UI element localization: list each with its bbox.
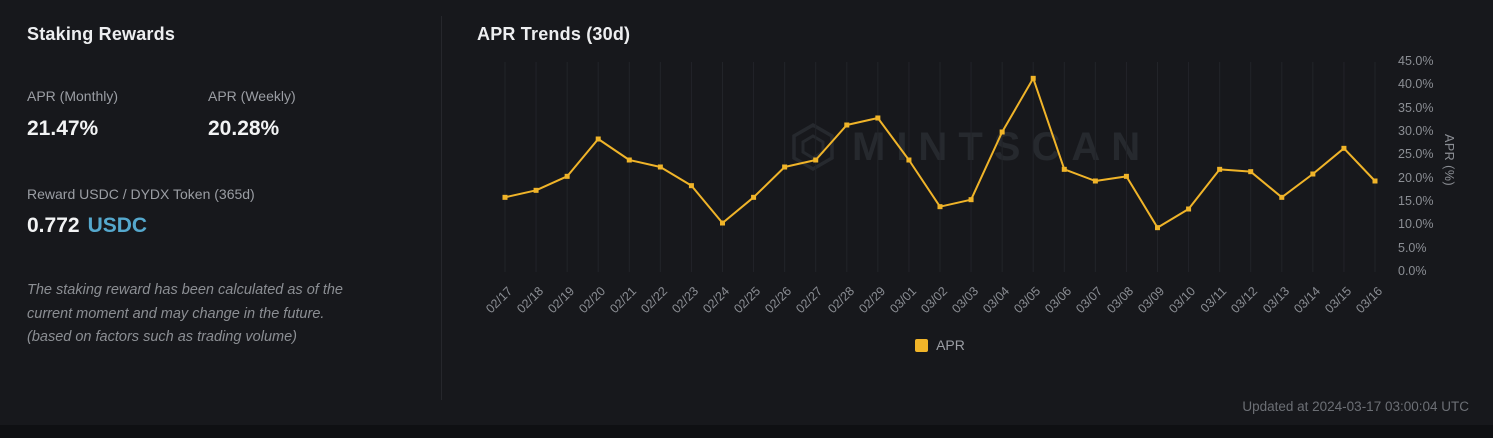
y-tick-label: 15.0% <box>1398 194 1434 208</box>
x-tick-label: 03/05 <box>1011 284 1044 317</box>
y-tick-label: 0.0% <box>1398 264 1427 278</box>
legend-label: APR <box>936 337 965 353</box>
reward-label: Reward USDC / DYDX Token (365d) <box>27 186 255 202</box>
y-tick-label: 45.0% <box>1398 54 1434 68</box>
y-tick-label: 25.0% <box>1398 147 1434 162</box>
x-tick-label: 02/29 <box>855 284 888 317</box>
y-axis-title: APR (%) <box>1442 134 1456 187</box>
x-tick-label: 02/19 <box>545 284 578 317</box>
apr-monthly-label: APR (Monthly) <box>27 88 119 104</box>
reward-amount: 0.772 <box>27 214 80 237</box>
panel-divider <box>441 16 442 400</box>
y-tick-label: 10.0% <box>1398 217 1434 232</box>
x-tick-label: 03/01 <box>886 284 919 317</box>
disclaimer-line: The staking reward has been calculated a… <box>27 282 343 298</box>
x-tick-label: 03/06 <box>1042 284 1075 317</box>
y-tick-label: 35.0% <box>1398 100 1434 115</box>
disclaimer-line: (based on factors such as trading volume… <box>27 329 297 345</box>
apr-weekly-stat: APR (Weekly) 20.28% <box>208 88 389 141</box>
apr-monthly-value: 21.47% <box>27 117 99 140</box>
x-tick-label: 03/13 <box>1259 284 1292 317</box>
x-tick-label: 02/27 <box>793 284 826 317</box>
x-tick-label: 03/14 <box>1290 284 1323 317</box>
legend-marker-icon <box>915 338 929 352</box>
y-tick-label: 5.0% <box>1398 240 1427 255</box>
chart-legend[interactable]: APR <box>490 337 1390 353</box>
footer-strip <box>0 425 1493 438</box>
reward-unit: USDC <box>87 214 148 237</box>
x-tick-label: 02/18 <box>513 284 546 317</box>
x-axis-labels: 02/17 02/18 02/19 02/20 02/21 02/22 02/23 02/24… <box>483 276 1390 336</box>
x-tick-label: 03/04 <box>980 284 1013 317</box>
x-tick-label: 03/07 <box>1073 284 1106 317</box>
x-tick-label: 02/22 <box>638 284 671 317</box>
x-tick-label: 03/03 <box>948 284 981 317</box>
apr-weekly-value: 20.28% <box>208 117 280 140</box>
y-axis-labels: 45.0% 40.0% 35.0% 30.0% 25.0% 20.0% 15.0% 10.0%… <box>1398 54 1446 278</box>
reward-stat: Reward USDC / DYDX Token (365d) 0.772 USD… <box>27 186 255 238</box>
staking-disclaimer: The staking reward has been calculated a… <box>27 279 343 350</box>
x-tick-label: 03/02 <box>917 284 950 317</box>
apr-monthly-stat: APR (Monthly) 21.47% <box>27 88 208 141</box>
x-tick-label: 03/09 <box>1135 284 1168 317</box>
updated-timestamp: Updated at 2024-03-17 03:00:04 UTC <box>1242 399 1469 414</box>
x-tick-label: 03/10 <box>1166 284 1199 317</box>
apr-weekly-label: APR (Weekly) <box>208 88 296 104</box>
x-tick-label: 02/20 <box>576 284 609 317</box>
x-tick-label: 02/28 <box>824 284 857 317</box>
y-tick-label: 40.0% <box>1398 77 1434 92</box>
x-tick-label: 02/23 <box>669 284 702 317</box>
y-tick-label: 20.0% <box>1398 170 1434 185</box>
apr-line-chart[interactable] <box>490 62 1390 272</box>
y-tick-label: 30.0% <box>1398 124 1434 138</box>
x-tick-label: 03/16 <box>1352 284 1385 317</box>
x-tick-label: 03/12 <box>1228 284 1261 317</box>
apr-stats-row: APR (Monthly) 21.47% APR (Weekly) 20.28% <box>27 88 389 141</box>
x-tick-label: 02/25 <box>731 284 764 317</box>
x-tick-label: 02/26 <box>762 284 795 317</box>
staking-rewards-title: Staking Rewards <box>27 24 176 44</box>
x-tick-label: 03/08 <box>1104 284 1137 317</box>
apr-trends-title: APR Trends (30d) <box>477 24 631 44</box>
x-tick-label: 02/24 <box>700 284 733 317</box>
x-tick-label: 02/21 <box>607 284 640 317</box>
x-tick-label: 02/17 <box>482 284 515 317</box>
reward-value: 0.772 USDC <box>27 214 255 238</box>
x-tick-label: 03/11 <box>1198 284 1230 316</box>
x-tick-label: 03/15 <box>1321 284 1354 317</box>
disclaimer-line: current moment and may change in the fut… <box>27 305 325 322</box>
